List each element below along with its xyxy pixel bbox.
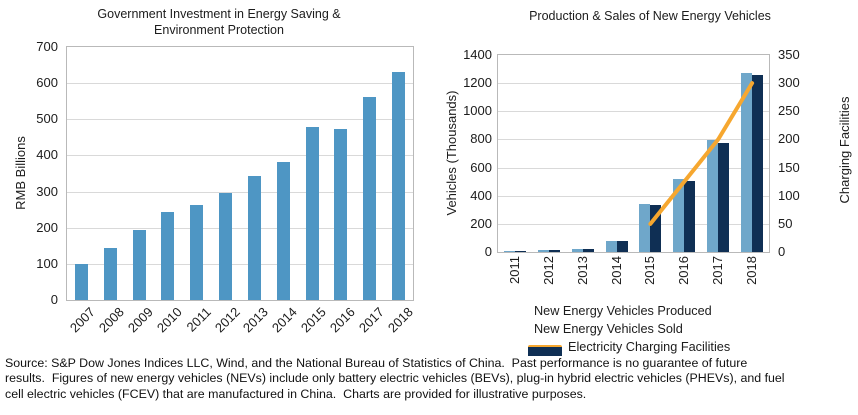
x-tick-label: 2013 [574, 256, 590, 285]
y-tick-label-left: 600 [470, 159, 492, 175]
chart-title: Production & Sales of New Energy Vehicle… [529, 9, 771, 23]
y-tick-label-right: 150 [778, 159, 800, 175]
gridline [498, 111, 769, 113]
y-tick-label-left: 400 [470, 187, 492, 203]
legend-label: Electricity Charging Facilities [568, 340, 731, 354]
y-tick-label: 400 [36, 147, 58, 163]
bar-produced-2018 [741, 73, 753, 252]
chart-title-line2: Environment Protection [154, 23, 284, 37]
bar-produced-2014 [605, 241, 617, 252]
y-tick-label-right: 50 [778, 215, 793, 231]
bar-2018 [392, 72, 406, 300]
y-tick-label: 500 [36, 111, 58, 127]
bar-2009 [132, 230, 146, 300]
y-tick-label-left: 0 [484, 244, 492, 259]
bar-2012 [219, 193, 233, 300]
source-footnote-line3: cell electric vehicles (FCEV) that are m… [5, 386, 587, 401]
bar-2014 [276, 161, 290, 300]
y-tick-label-left: 200 [470, 215, 492, 231]
x-tick-label: 2018 [744, 256, 760, 285]
x-tick-label: 2017 [710, 256, 726, 285]
y-tick-label-right: 250 [778, 103, 800, 119]
y-tick-label-left: 1000 [463, 103, 492, 119]
x-tick-label: 2016 [676, 256, 692, 285]
bar-produced-2016 [673, 179, 685, 252]
y-tick-label: 300 [36, 183, 58, 199]
y-tick-label-right: 200 [778, 131, 800, 147]
bar-sold-2016 [684, 180, 696, 252]
x-tick-label: 2011 [506, 256, 522, 284]
gridline [498, 195, 769, 197]
bar-sold-2013 [582, 249, 594, 252]
bar-produced-2011 [503, 250, 515, 252]
bar-sold-2012 [548, 250, 560, 252]
legend: New Energy Vehicles Produced New Energy V… [528, 302, 730, 356]
y-axis-title-rmb-billions: RMB Billions [13, 136, 28, 210]
y-tick-label-right: 100 [778, 187, 800, 203]
x-tick-label: 2012 [540, 256, 556, 285]
source-footnote-line2: results. Figures of new energy vehicles … [5, 371, 785, 386]
gridline [498, 167, 769, 169]
plot-area [66, 46, 414, 301]
y-tick-label-right: 350 [778, 47, 800, 62]
source-footnote-line1: Source: S&P Dow Jones Indices LLC, Wind,… [5, 356, 748, 370]
bar-2010 [161, 211, 175, 300]
bar-2016 [334, 129, 348, 300]
chart-nev-production-sales: Production & Sales of New Energy Vehicle… [430, 0, 858, 356]
gridline [498, 223, 769, 225]
y-tick-label: 200 [36, 219, 58, 235]
gridline [67, 227, 413, 229]
legend-swatch-bar [528, 347, 562, 356]
bar-sold-2017 [718, 142, 730, 252]
bar-2015 [305, 126, 319, 300]
source-footnote: Source: S&P Dow Jones Indices LLC, Wind,… [5, 356, 785, 402]
y-tick-label: 700 [36, 39, 58, 54]
y-tick-label-left: 1200 [463, 75, 492, 91]
gridline [498, 139, 769, 141]
charging-facilities-line [648, 81, 755, 226]
x-tick-label: 2015 [642, 256, 658, 285]
chart-title-line1: Government Investment in Energy Saving & [97, 7, 341, 21]
plot-area [497, 54, 770, 253]
gridline [67, 119, 413, 121]
legend-label: New Energy Vehicles Sold [534, 322, 683, 336]
bar-2008 [103, 247, 117, 300]
gridline [67, 155, 413, 157]
y-tick-label-right: 0 [778, 244, 786, 259]
bar-2011 [190, 204, 204, 300]
line-series [648, 81, 755, 226]
y-tick-label: 600 [36, 75, 58, 91]
gridline [67, 191, 413, 193]
bar-sold-2011 [514, 250, 526, 252]
y-tick-label: 0 [50, 292, 58, 307]
legend-label: New Energy Vehicles Produced [534, 304, 712, 318]
bar-sold-2018 [752, 75, 764, 252]
bar-produced-2012 [537, 250, 549, 252]
chart-government-investment: Government Investment in Energy Saving &… [0, 0, 430, 355]
bar-2007 [74, 263, 88, 300]
bar-2017 [363, 96, 377, 300]
bar-sold-2014 [616, 241, 628, 252]
y-axis-title-charging-facilities: Charging Facilities [837, 96, 852, 204]
bar-produced-2015 [639, 204, 651, 252]
bar-produced-2017 [707, 140, 719, 252]
y-tick-label-left: 1400 [463, 47, 492, 62]
gridline [498, 83, 769, 85]
legend-item: New Energy Vehicles Sold [528, 320, 730, 356]
gridline [67, 263, 413, 265]
chart-title: Government Investment in Energy Saving &… [0, 6, 438, 38]
gridline [67, 83, 413, 85]
y-tick-label-left: 800 [470, 131, 492, 147]
y-tick-label-right: 300 [778, 75, 800, 91]
y-tick-label: 100 [36, 255, 58, 271]
bar-2013 [247, 176, 261, 300]
legend-item: New Energy Vehicles Produced [528, 302, 730, 356]
bar-sold-2015 [650, 205, 662, 252]
bar-produced-2013 [571, 249, 583, 252]
x-tick-label: 2014 [608, 256, 624, 285]
